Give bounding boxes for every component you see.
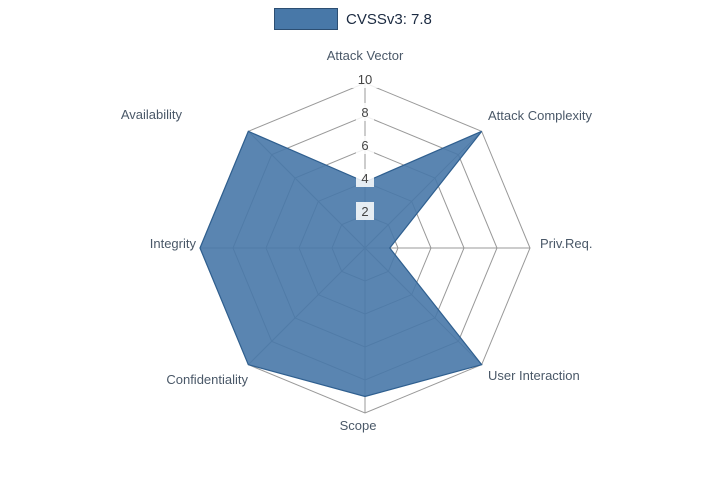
axis-label-availability: Availability <box>121 107 183 122</box>
tick-8: 8 <box>356 103 374 121</box>
svg-text:6: 6 <box>361 138 368 153</box>
svg-text:10: 10 <box>358 72 372 87</box>
radial-ticks: 10 8 6 4 2 <box>352 70 378 220</box>
axis-label-confidentiality: Confidentiality <box>166 372 248 387</box>
svg-text:2: 2 <box>361 204 368 219</box>
legend-label: CVSSv3: 7.8 <box>346 10 432 28</box>
axis-label-user-interaction: User Interaction <box>488 368 580 383</box>
tick-2: 2 <box>356 202 374 220</box>
series-polygon-0 <box>199 130 483 398</box>
svg-text:4: 4 <box>361 171 368 186</box>
tick-6: 6 <box>356 136 374 154</box>
tick-4: 4 <box>356 169 374 187</box>
axis-label-attack-complexity: Attack Complexity <box>488 108 593 123</box>
axis-label-attack-vector: Attack Vector <box>327 48 404 63</box>
axis-label-priv-req: Priv.Req. <box>540 236 593 251</box>
axis-labels: Attack Vector Attack Complexity Priv.Req… <box>121 48 593 433</box>
axis-label-scope: Scope <box>340 418 377 433</box>
radar-series <box>199 130 483 398</box>
tick-10: 10 <box>352 70 378 88</box>
legend[interactable]: CVSSv3: 7.8 <box>274 8 432 30</box>
svg-text:8: 8 <box>361 105 368 120</box>
legend-swatch-icon <box>274 8 338 30</box>
axis-label-integrity: Integrity <box>150 236 197 251</box>
